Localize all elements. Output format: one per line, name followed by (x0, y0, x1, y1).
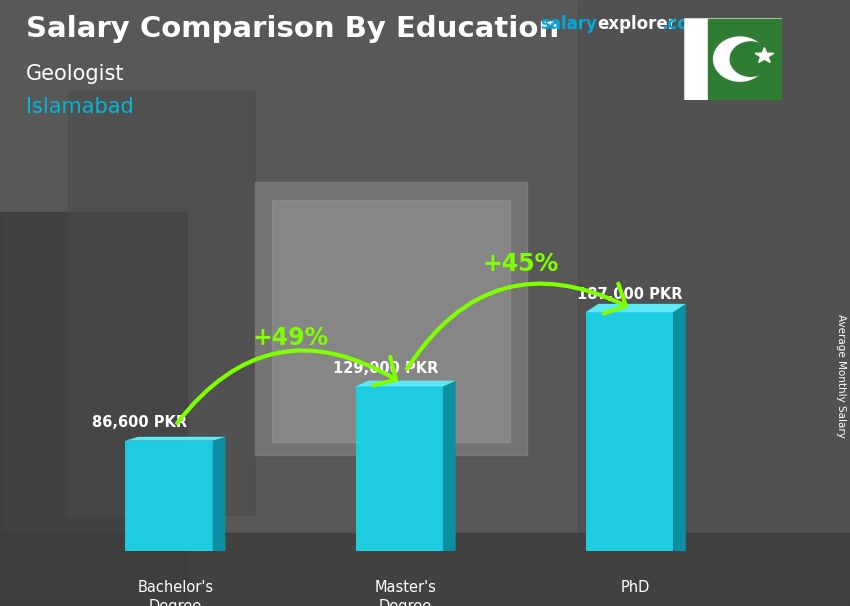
Text: 187,000 PKR: 187,000 PKR (576, 287, 683, 302)
Bar (355, 387, 443, 551)
Polygon shape (212, 437, 225, 551)
Bar (125, 441, 212, 551)
Polygon shape (755, 48, 774, 62)
Text: +49%: +49% (252, 326, 329, 350)
Text: Salary Comparison By Education: Salary Comparison By Education (26, 15, 558, 43)
Text: +45%: +45% (483, 251, 558, 276)
Text: salary: salary (540, 15, 597, 33)
Text: Islamabad: Islamabad (26, 97, 133, 117)
Polygon shape (443, 381, 456, 551)
Bar (272, 200, 510, 442)
Polygon shape (68, 91, 255, 515)
Text: .com: .com (661, 15, 706, 33)
Polygon shape (586, 304, 686, 312)
Circle shape (730, 42, 771, 76)
Text: 129,000 PKR: 129,000 PKR (332, 361, 438, 376)
Bar (255, 182, 527, 454)
Text: Bachelor's
Degree: Bachelor's Degree (138, 579, 213, 606)
Text: Geologist: Geologist (26, 64, 124, 84)
Text: explorer: explorer (598, 15, 677, 33)
Polygon shape (125, 437, 225, 441)
Text: Average Monthly Salary: Average Monthly Salary (836, 314, 846, 438)
FancyArrowPatch shape (177, 350, 396, 423)
Polygon shape (0, 212, 187, 606)
Bar (0, 533, 850, 606)
Polygon shape (673, 304, 686, 551)
Text: Master's
Degree: Master's Degree (375, 579, 437, 606)
Polygon shape (578, 0, 850, 606)
Polygon shape (355, 381, 456, 387)
Text: 86,600 PKR: 86,600 PKR (92, 416, 187, 430)
Circle shape (713, 37, 767, 81)
FancyArrowPatch shape (407, 284, 626, 368)
Text: PhD: PhD (621, 579, 650, 594)
Bar (685, 19, 708, 99)
Bar (708, 19, 781, 99)
Bar (586, 312, 673, 551)
